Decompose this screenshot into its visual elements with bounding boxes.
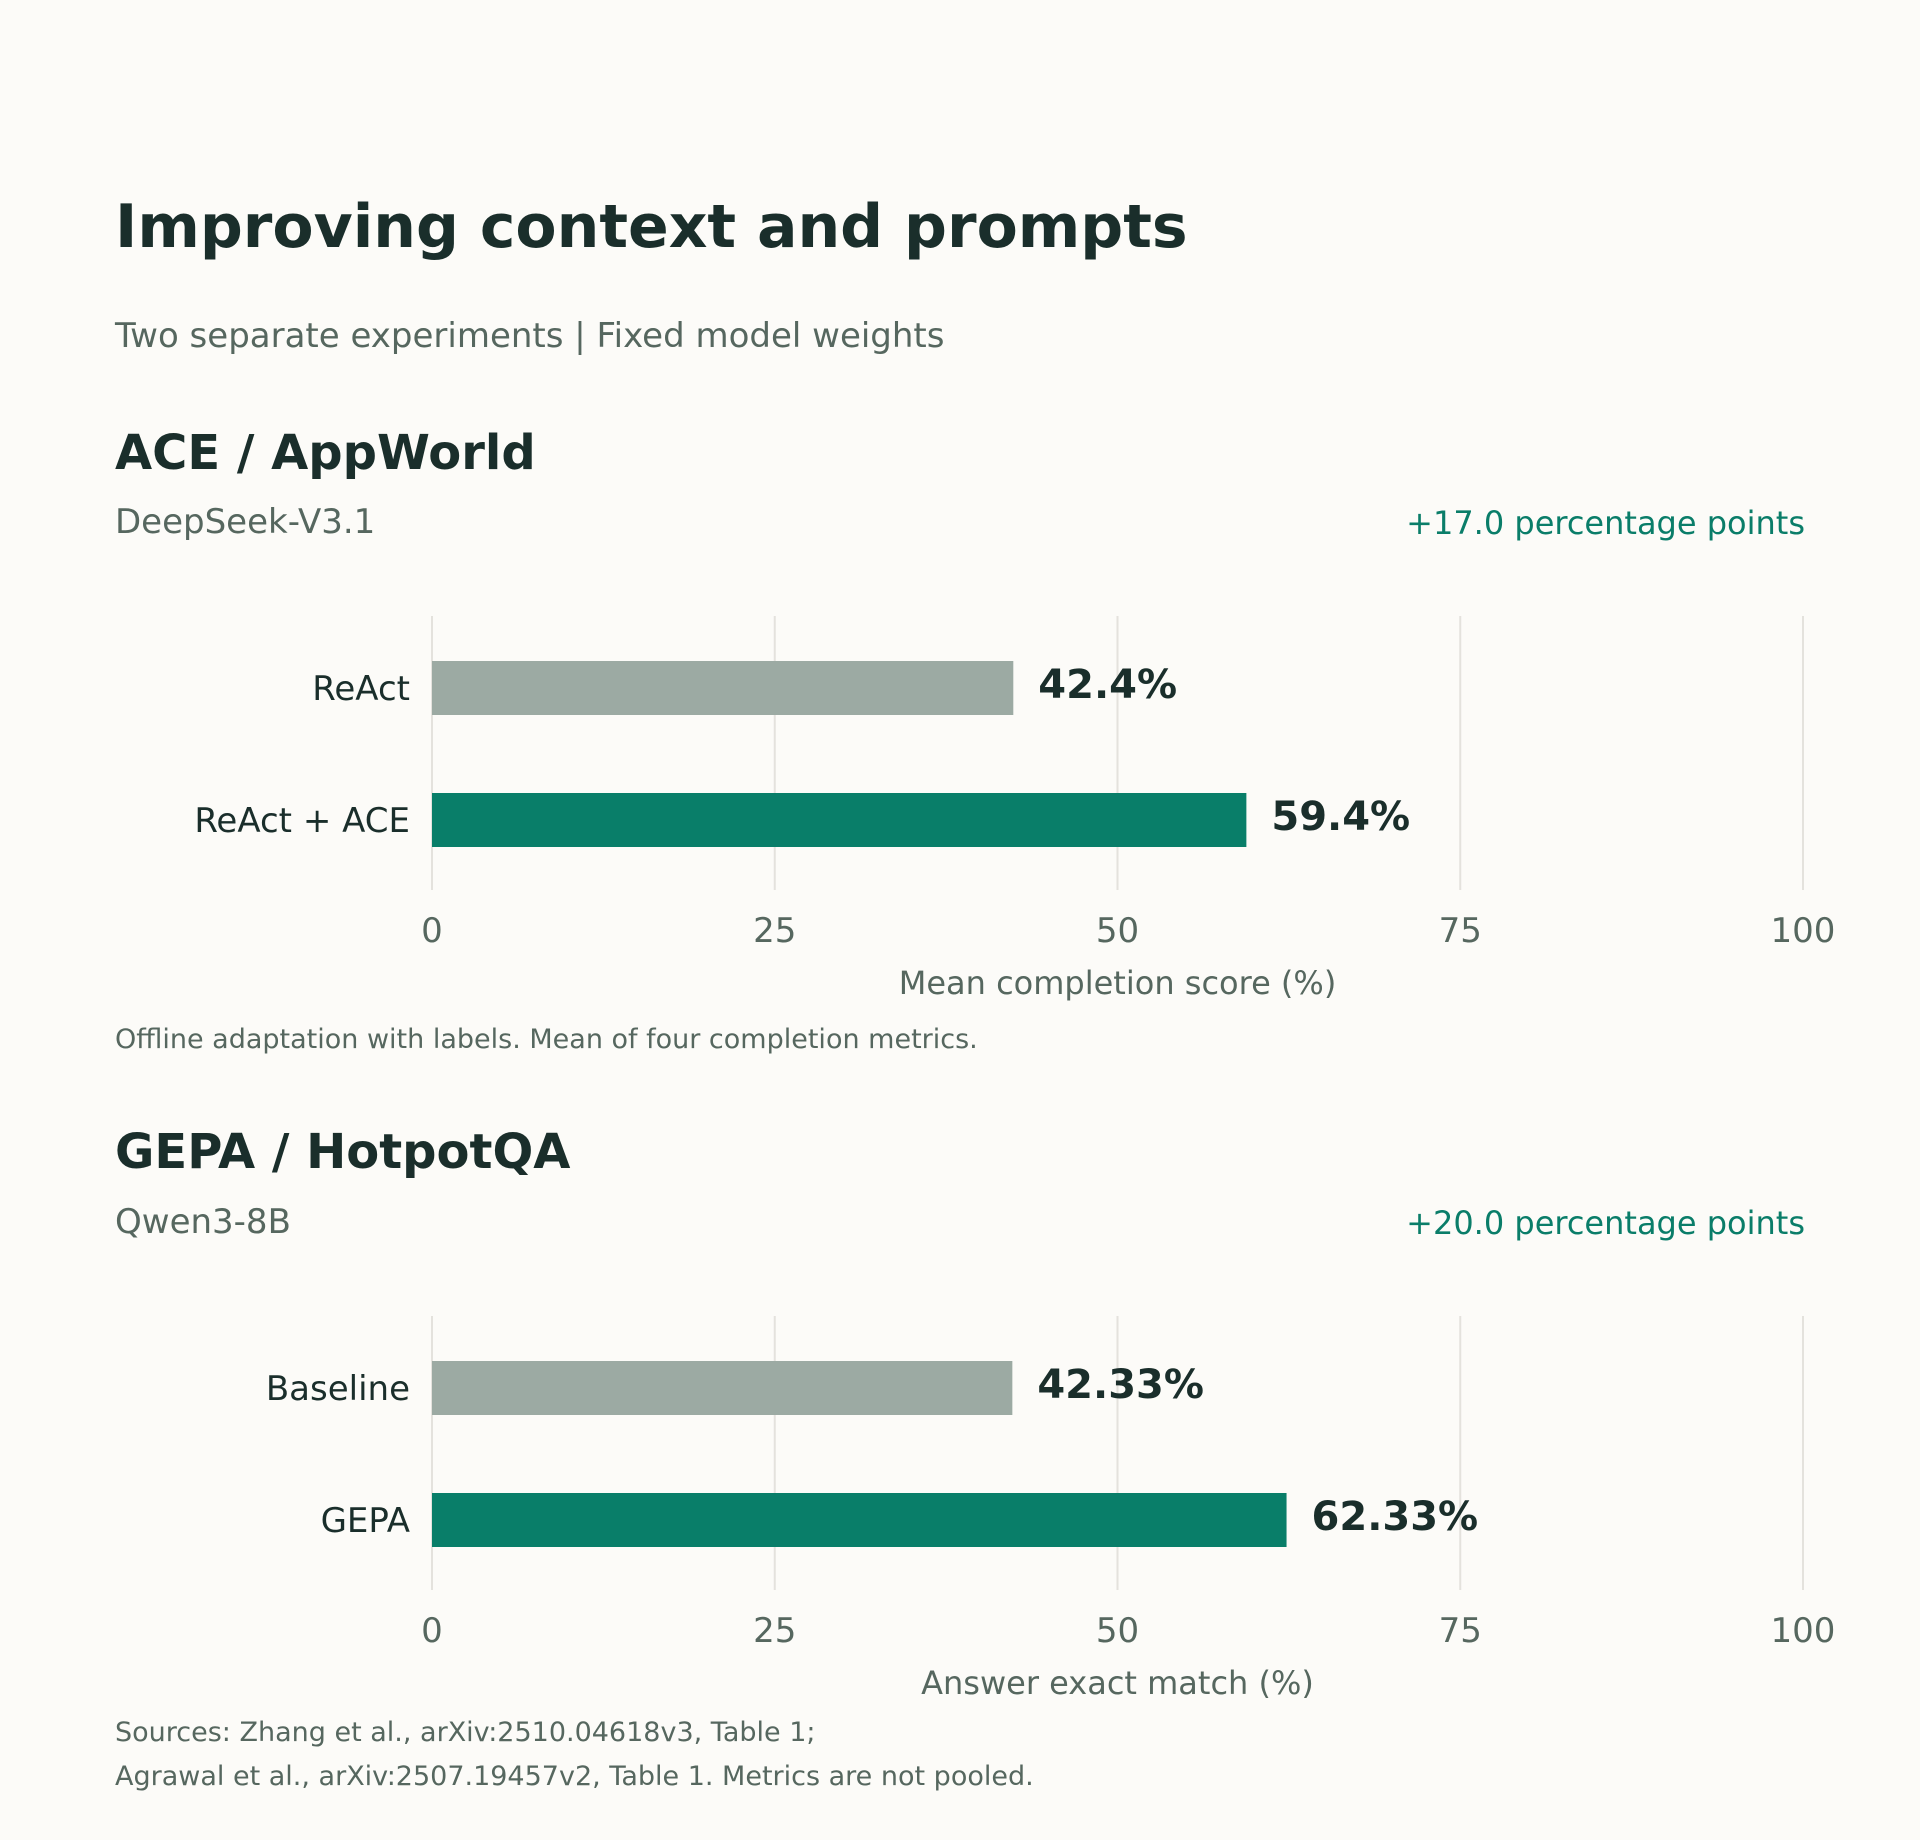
page-subtitle: Two separate experiments | Fixed model w… [115, 316, 945, 356]
category-label: ReAct + ACE [194, 801, 410, 841]
x-tick-label: 25 [753, 911, 796, 951]
panel-2-title: GEPA / HotpotQA [115, 1124, 571, 1180]
bar [432, 661, 1014, 715]
value-label: 59.4% [1271, 794, 1410, 840]
x-tick-label: 0 [421, 1611, 443, 1651]
panel-2-model: Qwen3-8B [115, 1202, 291, 1242]
page-title: Improving context and prompts [115, 192, 1188, 262]
sources-line-2: Agrawal et al., arXiv:2507.19457v2, Tabl… [115, 1761, 1034, 1792]
category-label: Baseline [266, 1369, 410, 1409]
x-tick-label: 75 [1439, 1611, 1482, 1651]
x-tick-label: 75 [1439, 911, 1482, 951]
category-label: ReAct [312, 669, 410, 709]
x-axis-label: Answer exact match (%) [921, 1664, 1314, 1702]
panel-1-model: DeepSeek-V3.1 [115, 502, 376, 542]
x-tick-label: 100 [1771, 911, 1836, 951]
bar [432, 1361, 1013, 1415]
category-label: GEPA [321, 1501, 410, 1541]
panel-1-title: ACE / AppWorld [115, 425, 536, 481]
panel-1-delta: +17.0 percentage points [1406, 504, 1805, 542]
panel-1-note: Offline adaptation with labels. Mean of … [115, 1024, 978, 1055]
value-label: 62.33% [1312, 1494, 1479, 1540]
x-tick-label: 25 [753, 1611, 796, 1651]
value-label: 42.4% [1038, 662, 1177, 708]
x-tick-label: 50 [1096, 1611, 1139, 1651]
bar [432, 793, 1247, 847]
x-tick-label: 100 [1771, 1611, 1836, 1651]
x-axis-label: Mean completion score (%) [899, 964, 1337, 1002]
bar [432, 1493, 1287, 1547]
value-label: 42.33% [1037, 1362, 1204, 1408]
x-tick-label: 50 [1096, 911, 1139, 951]
chart-ace-appworld: 0 25 50 75 100 ReAct 42.4% ReAct + ACE 59.4% Mean… [194, 616, 1836, 1002]
sources-line-1: Sources: Zhang et al., arXiv:2510.04618v… [115, 1717, 816, 1748]
chart-gepa-hotpotqa: 0 25 50 75 100 Baseline 42.33% GEPA 62.33% Answer… [266, 1316, 1836, 1702]
x-tick-label: 0 [421, 911, 443, 951]
panel-2-delta: +20.0 percentage points [1406, 1204, 1805, 1242]
